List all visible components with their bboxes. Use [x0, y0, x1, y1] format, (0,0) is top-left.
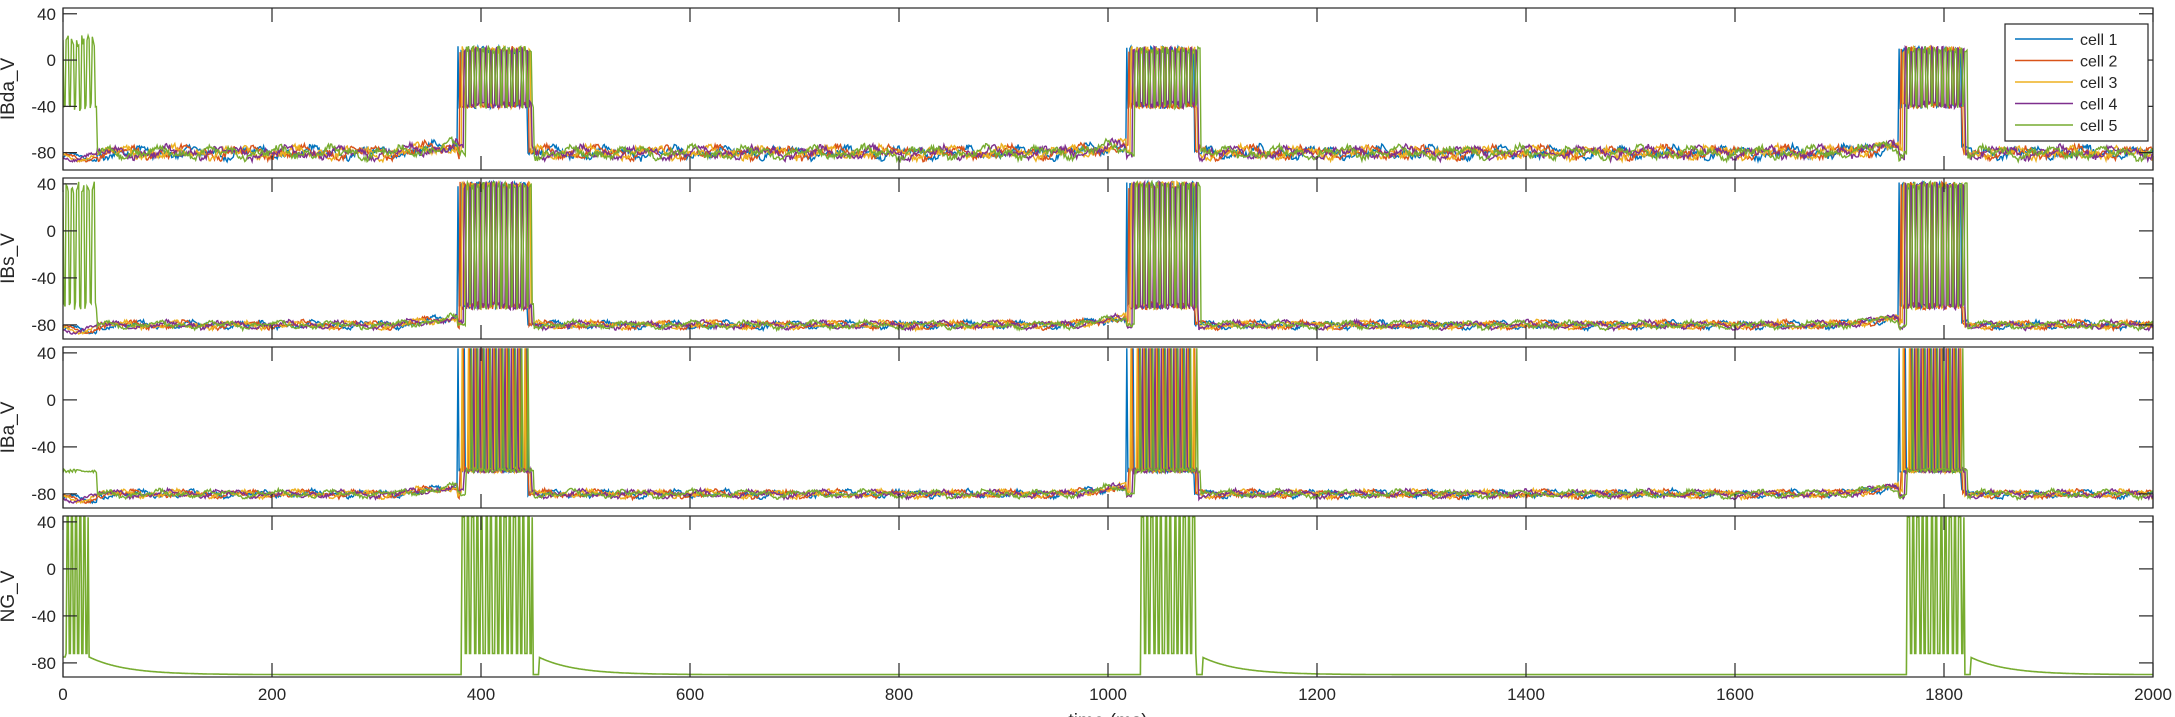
plot-area	[63, 32, 2153, 165]
series-line-cell-4	[63, 348, 2153, 504]
y-tick-label: 0	[47, 560, 56, 579]
y-tick-label: -80	[31, 316, 56, 335]
y-tick-label: -40	[31, 438, 56, 457]
legend-label: cell 2	[2080, 54, 2117, 71]
x-tick-label: 400	[467, 685, 495, 704]
y-tick-label: 0	[47, 222, 56, 241]
plot-area	[63, 348, 2153, 505]
y-tick-label: 0	[47, 391, 56, 410]
legend-label: cell 1	[2080, 32, 2117, 49]
y-tick-label: 40	[37, 513, 56, 532]
legend-label: cell 4	[2080, 97, 2117, 114]
legend-box	[2004, 23, 2149, 142]
plot-area	[63, 516, 2153, 676]
axes-box	[62, 515, 2154, 678]
series-line-cell-5	[63, 179, 2153, 333]
x-tick-label: 1200	[1298, 685, 1336, 704]
x-tick-label: 1600	[1716, 685, 1754, 704]
x-tick-label: 1800	[1925, 685, 1963, 704]
plot-area	[63, 179, 2153, 336]
y-tick-label: 40	[37, 175, 56, 194]
axes-box	[62, 346, 2154, 509]
series-line-cell-1	[63, 348, 2153, 505]
legend-label: cell 5	[2080, 118, 2117, 135]
x-tick-label: 600	[676, 685, 704, 704]
x-tick-label: 2000	[2134, 685, 2172, 704]
y-tick-label: 0	[47, 51, 56, 70]
y-tick-label: -40	[31, 269, 56, 288]
y-tick-label: -80	[31, 654, 56, 673]
y-tick-label: -80	[31, 485, 56, 504]
y-tick-label: -40	[31, 97, 56, 116]
series-line-cell-5	[63, 516, 2153, 676]
series-line-cell-3	[63, 179, 2153, 336]
series-line-cell-2	[63, 180, 2153, 335]
x-tick-label: 800	[885, 685, 913, 704]
y-tick-label: -80	[31, 144, 56, 163]
x-axis-label: time (ms)	[1068, 711, 1147, 717]
axes-box	[62, 177, 2154, 340]
series-line-cell-4	[63, 44, 2153, 165]
x-tick-label: 1400	[1507, 685, 1545, 704]
series-line-cell-5	[63, 32, 2153, 164]
y-axis-label: NG_V	[0, 570, 19, 622]
x-tick-label: 200	[258, 685, 286, 704]
y-tick-label: 40	[37, 5, 56, 24]
y-tick-label: -40	[31, 607, 56, 626]
y-axis-label: IBa_V	[0, 401, 19, 453]
x-tick-label: 0	[58, 685, 67, 704]
y-axis-label: IBda_V	[0, 58, 19, 121]
x-tick-label: 1000	[1089, 685, 1127, 704]
series-line-cell-4	[63, 179, 2153, 335]
legend-label: cell 3	[2080, 75, 2117, 92]
series-line-cell-5	[63, 348, 2153, 502]
y-tick-label: 40	[37, 344, 56, 363]
series-line-cell-2	[63, 348, 2153, 505]
panel-iba-v: 40 0 -40 -80 IBa_V	[0, 344, 2154, 509]
y-axis-label: IBs_V	[0, 233, 19, 284]
legend: cell 1 cell 2 cell 3 cell 4 cell 5	[2004, 23, 2149, 142]
series-line-cell-3	[63, 348, 2153, 505]
panel-ibs-v: 40 0 -40 -80 IBs_V	[0, 175, 2154, 340]
series-line-cell-1	[63, 179, 2153, 335]
